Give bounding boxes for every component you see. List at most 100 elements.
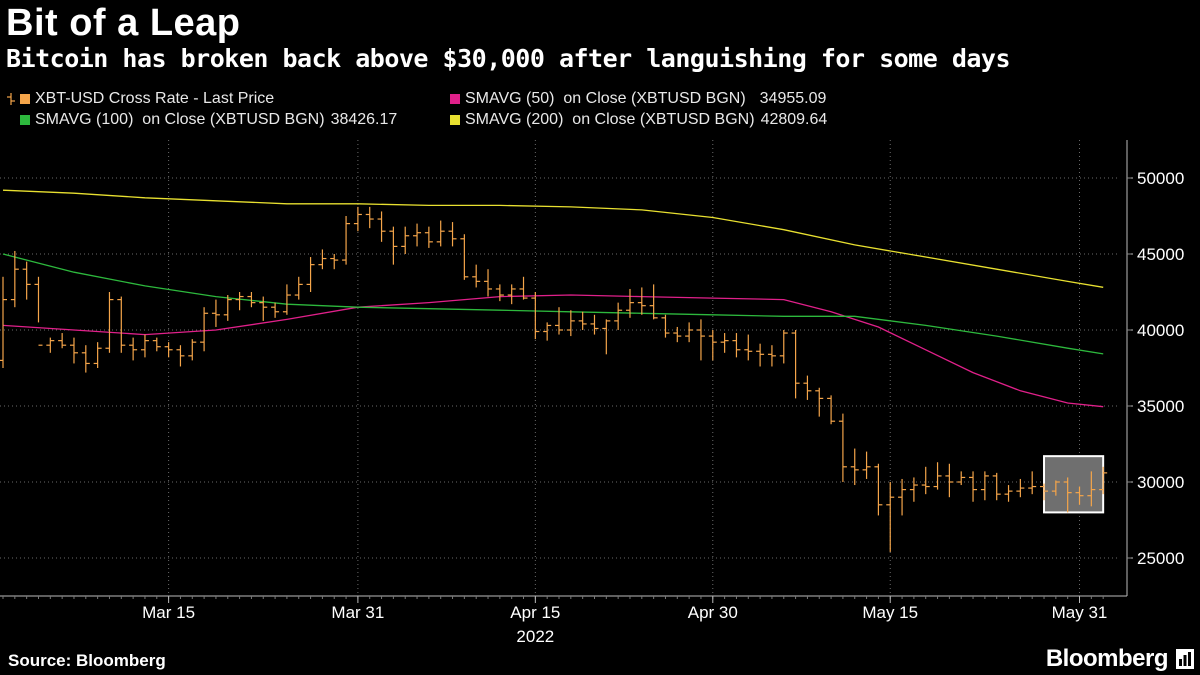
- ohlc-bar: [744, 334, 753, 361]
- ohlc-bar: [909, 477, 918, 502]
- ohlc-bar: [401, 226, 410, 254]
- x-tick-label: Apr 15: [510, 603, 560, 622]
- highlight-box: [1043, 455, 1105, 514]
- ohlc-bar: [898, 478, 907, 516]
- ohlc-bar: [129, 337, 138, 361]
- ohlc-bar: [330, 254, 339, 270]
- ohlc-bar: [945, 463, 954, 498]
- ohlc-bar: [377, 211, 386, 242]
- legend-swatch-sma100: [20, 115, 30, 125]
- y-tick-label: 50000: [1137, 169, 1184, 188]
- ohlc-bar: [1099, 466, 1108, 495]
- ohlc-bar: [484, 269, 493, 297]
- ohlc-bar: [555, 307, 563, 335]
- ohlc-bar: [992, 472, 1001, 501]
- legend-item-sma200: SMAVG (200) on Close (XBTUSD BGN) 42809.…: [450, 111, 827, 129]
- line-series-sma200: [2, 189, 1104, 288]
- ohlc-bar: [756, 343, 765, 367]
- ohlc-bar: [1016, 478, 1025, 498]
- ohlc-bar: [342, 216, 351, 265]
- ohlc-bar: [81, 345, 90, 373]
- ohlc-bar: [436, 220, 445, 247]
- ohlc-bar: [152, 337, 161, 352]
- ohlc-bar: [862, 451, 871, 479]
- ohlc-bar: [602, 319, 611, 355]
- ohlc-bar: [140, 334, 149, 358]
- ohlc-bar: [791, 330, 800, 399]
- ohlc-bar: [1004, 485, 1013, 502]
- ohlc-bar: [211, 299, 220, 327]
- ohlc-bar: [625, 288, 634, 318]
- ohlc-bar: [0, 276, 7, 368]
- legend-item-sma100: SMAVG (100) on Close (XBTUSD BGN) 38426.…: [6, 111, 397, 129]
- ohlc-bar: [720, 333, 729, 353]
- ohlc-bar: [34, 276, 43, 346]
- ohlc-bar: [957, 471, 966, 486]
- ohlc-bar: [259, 296, 268, 321]
- ohlc-bar: [200, 307, 209, 352]
- ohlc-bar: [46, 337, 55, 353]
- x-tick-label: Mar 31: [331, 603, 384, 622]
- y-tick-label: 40000: [1137, 321, 1184, 340]
- ohlc-bar: [673, 326, 682, 343]
- legend-label-sma100: SMAVG (100) on Close (XBTUSD BGN): [35, 111, 325, 128]
- x-axis-year-label: 2022: [516, 627, 554, 646]
- x-tick-label: May 31: [1052, 603, 1108, 622]
- ohlc-bar: [1028, 471, 1037, 495]
- ohlc-bar: [531, 292, 540, 340]
- y-tick-label: 30000: [1137, 473, 1184, 492]
- source-note: Source: Bloomberg: [8, 651, 166, 670]
- ohlc-bar: [543, 322, 552, 341]
- bloomberg-logo-icon: [1176, 649, 1194, 669]
- ohlc-bar: [389, 226, 398, 265]
- chart-subtitle: Bitcoin has broken back above $30,000 af…: [6, 44, 1011, 73]
- ohlc-bar: [164, 342, 173, 358]
- ohlc-bar: [10, 250, 19, 308]
- ohlc-bar: [282, 284, 291, 315]
- ohlc-bar: [318, 249, 327, 270]
- ohlc-bar: [1051, 480, 1060, 496]
- ohlc-bar: [424, 226, 433, 248]
- ohlc-bar: [767, 345, 776, 367]
- ohlc-bar: [661, 314, 670, 338]
- legend-value-sma200: 42809.64: [760, 111, 828, 128]
- y-tick-label: 35000: [1137, 397, 1184, 416]
- y-tick-label: 45000: [1137, 245, 1184, 264]
- ohlc-bar: [1063, 477, 1072, 513]
- ohlc-bar: [188, 339, 197, 361]
- ohlc-bar: [353, 206, 362, 232]
- legend-label-sma200: SMAVG (200) on Close (XBTUSD BGN): [465, 111, 755, 128]
- ohlc-bar: [413, 223, 422, 247]
- ohlc-bar: [460, 234, 469, 280]
- ohlc-bar: [921, 466, 930, 495]
- y-tick-label: 25000: [1137, 549, 1184, 568]
- legend-label-price: XBT-USD Cross Rate - Last Price: [35, 90, 275, 107]
- ohlc-bar: [69, 337, 78, 364]
- ohlc-bar: [105, 292, 114, 353]
- ohlc-bar: [1075, 486, 1084, 505]
- ohlc-bar: [271, 302, 280, 318]
- ohlc-bar: [507, 284, 516, 305]
- ohlc-bar: [294, 276, 303, 300]
- ohlc-bar: [306, 257, 315, 292]
- ohlc-bar: [448, 222, 457, 247]
- ohlc-bar: [649, 284, 658, 320]
- ohlc-bar: [708, 330, 717, 361]
- ohlc-bar: [566, 310, 575, 337]
- ohlc-bar: [838, 413, 847, 482]
- ohlc-bar: [1087, 471, 1096, 507]
- chart-title: Bit of a Leap: [6, 2, 241, 44]
- ohlc-bar: [176, 345, 185, 367]
- legend-item-sma50: SMAVG (50) on Close (XBTUSD BGN) 34955.0…: [450, 90, 826, 108]
- ohlc-bar: [980, 471, 989, 501]
- ohlc-bar: [519, 276, 528, 300]
- x-tick-label: Apr 30: [688, 603, 738, 622]
- ohlc-bar: [803, 375, 812, 400]
- ohlc-bar: [472, 264, 481, 288]
- ohlc-bar: [117, 296, 126, 353]
- ohlc-bar: [614, 302, 623, 330]
- ohlc-bar: [495, 284, 504, 302]
- ohlc-bar: [933, 462, 942, 490]
- ohlc-bar: [637, 287, 646, 315]
